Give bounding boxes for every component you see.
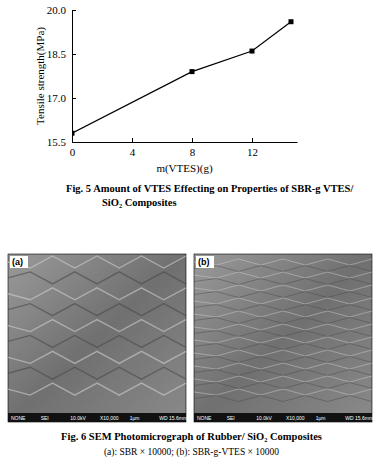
- sem-texture-line: [8, 256, 186, 268]
- sem-texture-line: [8, 367, 186, 379]
- x-tick-mark: [192, 138, 193, 142]
- sem-texture-line: [194, 311, 372, 317]
- sem-texture-line: [194, 389, 372, 395]
- info-text: SEI: [227, 415, 235, 421]
- sem-texture-line: [194, 363, 372, 369]
- sem-texture-line: [194, 266, 372, 272]
- x-tick-label: 4: [130, 146, 136, 158]
- y-tick-mark: [72, 98, 76, 99]
- data-point: [190, 69, 195, 74]
- y-tick-label: 18.5: [47, 48, 67, 60]
- y-tick-label: 15.5: [47, 136, 67, 148]
- y-tick: 17.0: [47, 92, 76, 104]
- data-point: [289, 19, 294, 24]
- info-text: X10,000: [100, 415, 119, 421]
- y-tick: 18.5: [47, 48, 76, 60]
- data-point: [250, 49, 255, 54]
- sem-texture-line: [194, 383, 372, 389]
- x-tick-mark: [252, 138, 253, 142]
- info-text: NONE: [197, 415, 212, 421]
- sem-texture-line: [8, 351, 186, 363]
- page: 15.5 17.0 18.5 20.0 0 4 8 12 Tensile strength(MP…: [0, 0, 383, 474]
- x-tick: 4: [130, 138, 136, 158]
- sem-texture-line: [8, 335, 186, 347]
- y-tick-mark: [72, 54, 76, 55]
- info-text: 1μm: [130, 415, 140, 421]
- sem-texture-line: [194, 337, 372, 343]
- y-tick-label: 17.0: [47, 92, 67, 104]
- sem-texture: [8, 256, 186, 395]
- sem-image: [8, 254, 186, 422]
- x-tick-label: 12: [247, 146, 258, 158]
- panel-label: (a): [12, 257, 23, 267]
- y-axis-title: Tensile strength(MPa): [34, 27, 47, 125]
- sem-texture-line: [194, 331, 372, 337]
- sem-texture-line: [194, 292, 372, 298]
- sem-texture-line: [194, 350, 372, 356]
- figure-caption: Fig. 5 Amount of VTES Effecting on Prope…: [66, 183, 354, 208]
- sem-texture-line: [8, 383, 186, 395]
- y-axis-line: [72, 11, 73, 143]
- data-line: [72, 22, 291, 133]
- x-tick: 12: [247, 138, 258, 158]
- x-tick: 0: [70, 138, 76, 158]
- x-tick-mark: [72, 138, 73, 142]
- panel-label-bg: [196, 256, 214, 268]
- info-text: NONE: [11, 415, 26, 421]
- info-text: WD 15.6mm: [345, 415, 373, 421]
- sem-panel: (b) NONE SEI 10.0kV X10,000 1μm WD 15.6mm: [194, 254, 373, 422]
- info-text: 10.0kV: [256, 415, 272, 421]
- sem-texture-line: [8, 320, 186, 332]
- info-text: WD 15.6mm: [159, 415, 187, 421]
- marker-group: [289, 19, 294, 24]
- marker-group: [72, 131, 75, 136]
- sem-texture-line: [194, 370, 372, 376]
- sem-texture-line: [194, 324, 372, 330]
- x-tick-label: 8: [190, 146, 196, 158]
- info-text: SEI: [41, 415, 49, 421]
- y-tick-mark: [72, 10, 76, 11]
- sem-texture-line: [8, 304, 186, 316]
- x-axis: 0 4 8 12: [70, 138, 298, 158]
- sem-texture-line: [8, 288, 186, 300]
- sem-texture-line: [194, 344, 372, 350]
- marker-group: [250, 49, 255, 54]
- sem-texture-line: [194, 279, 372, 285]
- figure-subcaption: (a): SBR × 10000; (b): SBR-g-VTES × 1000…: [104, 447, 279, 458]
- sem-texture-line: [194, 285, 372, 291]
- x-tick-mark: [132, 138, 133, 142]
- sem-texture-line: [194, 272, 372, 278]
- sem-texture-line: [8, 272, 186, 284]
- info-text: 1μm: [316, 415, 326, 421]
- info-text: 10.0kV: [70, 415, 86, 421]
- sem-panel: (a) NONE SEI 10.0kV X10,000 1μm WD 15.6mm: [8, 254, 187, 422]
- marker-group: [190, 69, 195, 74]
- figure-caption: Fig. 6 SEM Photomicrograph of Rubber/ Si…: [61, 431, 322, 442]
- sem-texture-line: [194, 305, 372, 311]
- sem-texture-line: [194, 357, 372, 363]
- x-axis-line: [73, 142, 298, 143]
- y-axis: 15.5 17.0 18.5 20.0: [47, 4, 76, 148]
- sem-texture-line: [194, 259, 372, 265]
- sem-texture: [194, 259, 372, 402]
- panel-label: (b): [198, 257, 210, 267]
- panel-label-bg: [10, 256, 28, 268]
- sem-texture-line: [194, 318, 372, 324]
- sem-texture-line: [194, 396, 372, 402]
- data-point: [72, 131, 75, 136]
- x-tick: 8: [190, 138, 196, 158]
- y-tick-label: 20.0: [47, 4, 67, 16]
- y-tick: 20.0: [47, 4, 76, 16]
- x-axis-title: m(VTES)(g): [156, 162, 213, 175]
- sem-texture-line: [194, 376, 372, 382]
- sem-image: [194, 254, 372, 422]
- info-text: X10,000: [286, 415, 305, 421]
- sem-texture-line: [194, 298, 372, 304]
- plot-area: [72, 19, 294, 135]
- x-tick-label: 0: [70, 146, 76, 158]
